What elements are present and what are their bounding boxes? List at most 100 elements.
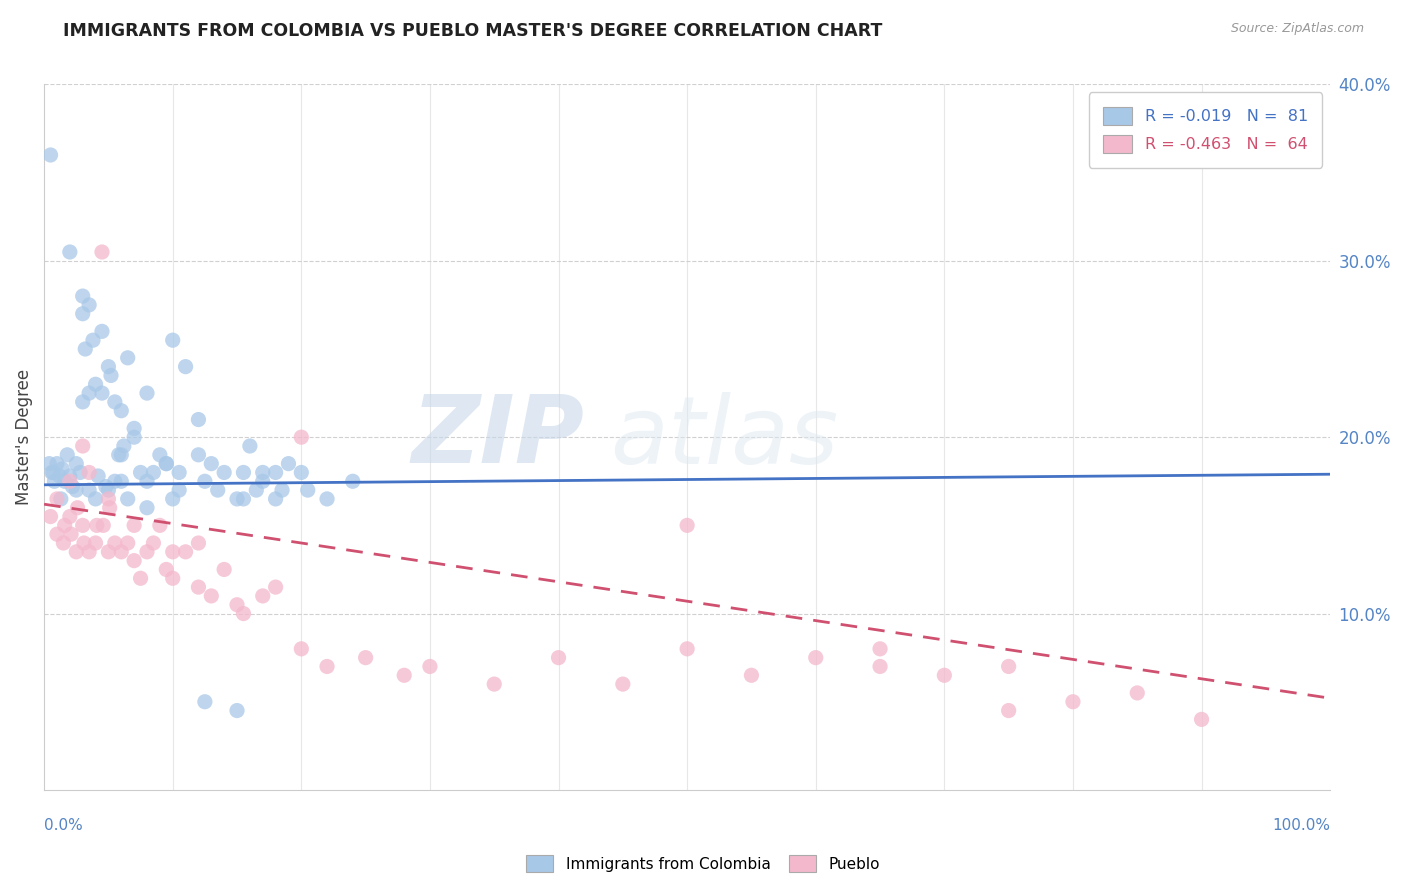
- Y-axis label: Master's Degree: Master's Degree: [15, 369, 32, 505]
- Point: [69, 466, 91, 480]
- Point: [110, 545, 132, 559]
- Point: [226, 704, 249, 718]
- Point: [187, 412, 209, 426]
- Point: [52, 536, 75, 550]
- Point: [110, 448, 132, 462]
- Point: [174, 545, 197, 559]
- Point: [104, 536, 127, 550]
- Point: [155, 562, 177, 576]
- Point: [187, 580, 209, 594]
- Text: Source: ZipAtlas.com: Source: ZipAtlas.com: [1230, 22, 1364, 36]
- Point: [167, 466, 190, 480]
- Point: [73, 536, 96, 550]
- Legend: Immigrants from Colombia, Pueblo: Immigrants from Colombia, Pueblo: [519, 847, 887, 880]
- Point: [239, 439, 262, 453]
- Point: [84, 377, 107, 392]
- Point: [245, 483, 267, 497]
- Text: 0.0%: 0.0%: [44, 818, 83, 833]
- Point: [91, 386, 114, 401]
- Point: [59, 245, 82, 260]
- Point: [155, 457, 177, 471]
- Point: [53, 475, 76, 489]
- Point: [869, 659, 891, 673]
- Point: [84, 491, 107, 506]
- Point: [676, 518, 699, 533]
- Point: [252, 466, 274, 480]
- Point: [277, 457, 299, 471]
- Point: [104, 395, 127, 409]
- Point: [142, 466, 165, 480]
- Point: [77, 298, 100, 312]
- Point: [290, 641, 312, 656]
- Point: [65, 457, 87, 471]
- Point: [91, 245, 114, 260]
- Point: [252, 475, 274, 489]
- Point: [51, 462, 73, 476]
- Point: [997, 704, 1019, 718]
- Point: [162, 491, 184, 506]
- Point: [38, 457, 60, 471]
- Point: [740, 668, 762, 682]
- Point: [112, 439, 135, 453]
- Point: [136, 475, 159, 489]
- Point: [612, 677, 634, 691]
- Point: [65, 483, 87, 497]
- Point: [252, 589, 274, 603]
- Point: [200, 457, 222, 471]
- Point: [1062, 695, 1084, 709]
- Point: [53, 518, 76, 533]
- Point: [104, 475, 127, 489]
- Point: [484, 677, 506, 691]
- Point: [122, 421, 145, 435]
- Text: atlas: atlas: [610, 392, 838, 483]
- Point: [804, 650, 827, 665]
- Point: [136, 386, 159, 401]
- Point: [149, 448, 172, 462]
- Point: [290, 430, 312, 444]
- Point: [1126, 686, 1149, 700]
- Point: [72, 518, 94, 533]
- Point: [117, 491, 139, 506]
- Point: [162, 571, 184, 585]
- Point: [232, 491, 254, 506]
- Point: [226, 598, 249, 612]
- Point: [934, 668, 956, 682]
- Point: [194, 695, 217, 709]
- Point: [136, 500, 159, 515]
- Point: [212, 466, 235, 480]
- Point: [46, 457, 69, 471]
- Point: [87, 469, 110, 483]
- Point: [419, 659, 441, 673]
- Point: [174, 359, 197, 374]
- Point: [162, 545, 184, 559]
- Point: [44, 475, 66, 489]
- Point: [997, 659, 1019, 673]
- Point: [129, 466, 152, 480]
- Point: [547, 650, 569, 665]
- Point: [271, 483, 294, 497]
- Point: [342, 475, 364, 489]
- Point: [136, 545, 159, 559]
- Point: [98, 500, 121, 515]
- Point: [60, 527, 83, 541]
- Point: [122, 554, 145, 568]
- Point: [39, 148, 62, 162]
- Point: [226, 491, 249, 506]
- Point: [41, 466, 63, 480]
- Point: [75, 342, 97, 356]
- Point: [129, 571, 152, 585]
- Point: [94, 479, 117, 493]
- Legend: R = -0.019   N =  81, R = -0.463   N =  64: R = -0.019 N = 81, R = -0.463 N = 64: [1088, 93, 1322, 168]
- Point: [290, 466, 312, 480]
- Point: [46, 491, 69, 506]
- Point: [77, 545, 100, 559]
- Point: [392, 668, 415, 682]
- Point: [110, 475, 132, 489]
- Point: [72, 307, 94, 321]
- Point: [264, 580, 287, 594]
- Point: [97, 545, 120, 559]
- Point: [77, 466, 100, 480]
- Point: [65, 545, 87, 559]
- Point: [100, 368, 122, 383]
- Point: [86, 518, 108, 533]
